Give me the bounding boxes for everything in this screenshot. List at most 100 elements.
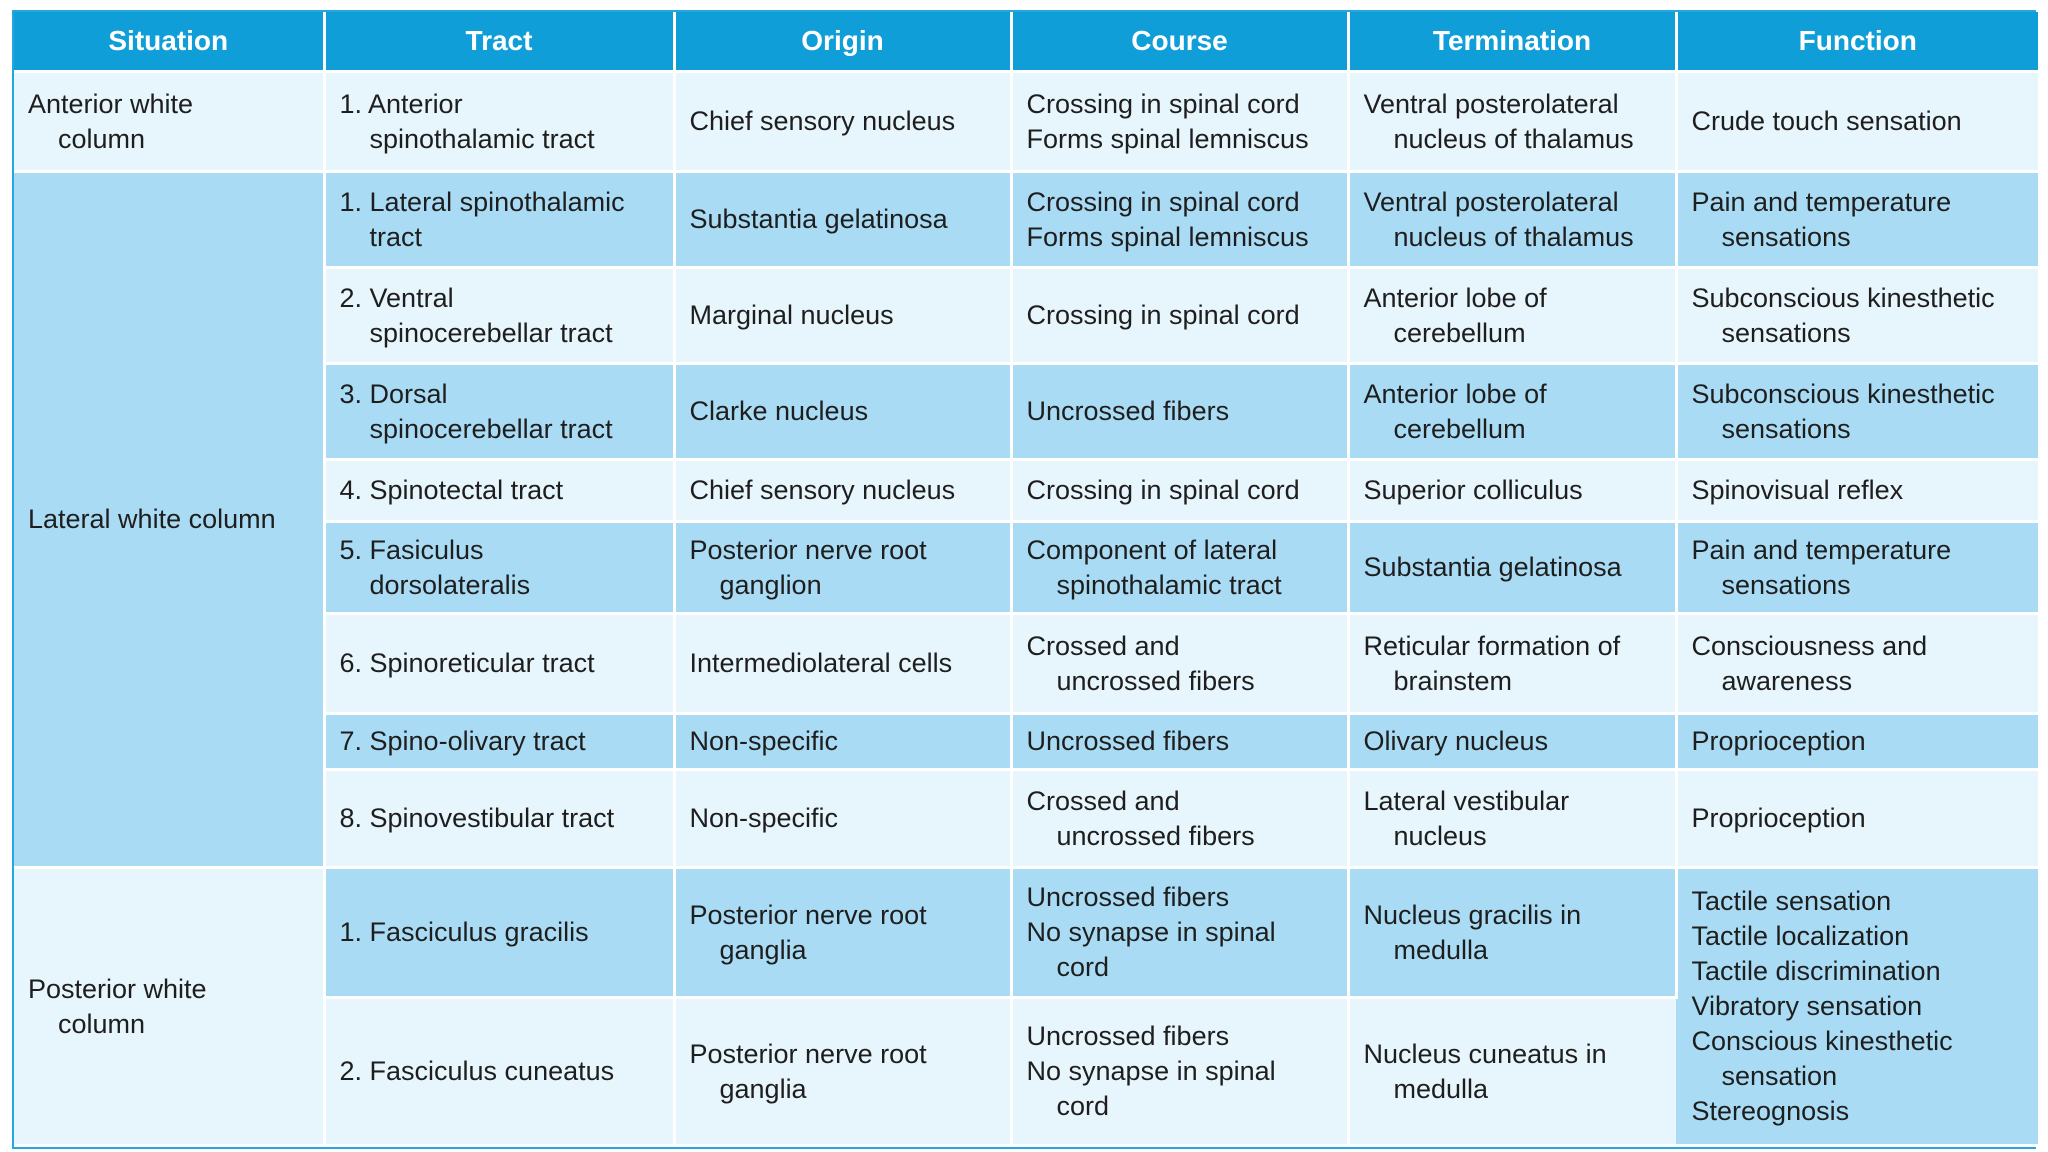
- course-cell: Crossing in spinal cord Forms spinal lem…: [1011, 171, 1350, 269]
- cell-line: brainstem: [1393, 665, 1513, 696]
- cell-line: 2. Fasciculus cuneatus: [339, 1056, 615, 1086]
- cell-line: Ventral posterolateral: [1363, 186, 1619, 217]
- cell-line: Posterior nerve root: [689, 899, 927, 930]
- table-row: 3. Dorsal spinocerebellar tract Clarke n…: [14, 363, 2038, 461]
- termination-cell: Nucleus gracilis in medulla: [1348, 867, 1678, 999]
- cell-line: Proprioception: [1691, 803, 1866, 833]
- cell-line: Non-specific: [689, 803, 839, 833]
- header-function: Function: [1676, 12, 2038, 73]
- function-cell: Consciousness and awareness: [1676, 613, 2038, 715]
- function-cell: Crude touch sensation: [1676, 71, 2038, 173]
- situation-cell: Anterior white column: [14, 71, 326, 173]
- origin-cell: Posterior nerve root ganglia: [674, 997, 1013, 1147]
- tract-cell: 4. Spinotectal tract: [324, 459, 676, 523]
- cell-line: 1. Fasciculus gracilis: [339, 917, 589, 947]
- function-cell: Proprioception: [1676, 769, 2038, 869]
- cell-line: No synapse in spinal: [1026, 917, 1276, 947]
- tract-cell: 1. Anterior spinothalamic tract: [324, 71, 676, 173]
- course-cell: Crossing in spinal cord: [1011, 267, 1350, 365]
- cell-line: Crossing in spinal cord: [1026, 88, 1300, 119]
- tract-cell: 2. Fasciculus cuneatus: [324, 997, 676, 1147]
- cell-line: 1. Lateral spinothalamic: [339, 186, 625, 217]
- cell-line: ganglia: [719, 934, 807, 965]
- cell-line: Anterior lobe of: [1363, 282, 1547, 313]
- cell-line: spinothalamic tract: [1056, 569, 1282, 600]
- cell-line: Posterior nerve root: [689, 534, 927, 565]
- termination-cell: Ventral posterolateral nucleus of thalam…: [1348, 71, 1678, 173]
- origin-cell: Posterior nerve root ganglia: [674, 867, 1013, 999]
- course-cell: Crossed and uncrossed fibers: [1011, 613, 1350, 715]
- cell-line: Stereognosis: [1691, 1096, 1850, 1126]
- cell-line: spinocerebellar tract: [369, 413, 613, 444]
- origin-cell: Substantia gelatinosa: [674, 171, 1013, 269]
- cell-line: Tactile localization: [1691, 921, 1910, 951]
- tract-cell: 1. Lateral spinothalamic tract: [324, 171, 676, 269]
- origin-cell: Non-specific: [674, 713, 1013, 771]
- function-cell: Pain and temperature sensations: [1676, 171, 2038, 269]
- cell-line: sensations: [1721, 221, 1851, 252]
- course-cell: Uncrossed fibers: [1011, 713, 1350, 771]
- header-origin: Origin: [674, 12, 1013, 73]
- cell-line: Proprioception: [1691, 726, 1866, 756]
- origin-cell: Chief sensory nucleus: [674, 71, 1013, 173]
- cell-line: Spinovisual reflex: [1691, 475, 1904, 505]
- cell-line: sensation: [1721, 1061, 1838, 1091]
- table-row: 4. Spinotectal tract Chief sensory nucle…: [14, 459, 2038, 523]
- cell-line: Crossing in spinal cord: [1026, 300, 1300, 330]
- course-cell: Uncrossed fibers: [1011, 363, 1350, 461]
- termination-cell: Reticular formation of brainstem: [1348, 613, 1678, 715]
- cell-line: dorsolateralis: [369, 569, 531, 600]
- cell-line: spinothalamic tract: [369, 123, 595, 154]
- tract-cell: 7. Spino-olivary tract: [324, 713, 676, 771]
- cell-line: Nucleus gracilis in: [1363, 899, 1582, 930]
- cell-line: Uncrossed fibers: [1026, 726, 1230, 756]
- cell-line: uncrossed fibers: [1056, 665, 1255, 696]
- cell-line: Crossing in spinal cord: [1026, 186, 1300, 217]
- cell-line: 5. Fasiculus: [339, 534, 484, 565]
- cell-line: sensations: [1721, 569, 1851, 600]
- tracts-table-container: Situation Tract Origin Course Terminatio…: [12, 10, 2038, 1149]
- tract-cell: 3. Dorsal spinocerebellar tract: [324, 363, 676, 461]
- header-tract: Tract: [324, 12, 676, 73]
- cell-line: Marginal nucleus: [689, 300, 894, 330]
- function-cell: Proprioception: [1676, 713, 2038, 771]
- cell-line: 8. Spinovestibular tract: [339, 803, 615, 833]
- table-row: 8. Spinovestibular tract Non-specific Cr…: [14, 769, 2038, 869]
- cell-line: Posterior nerve root: [689, 1038, 927, 1069]
- cell-line: Crossed and: [1026, 630, 1180, 661]
- cell-line: column: [58, 123, 146, 154]
- cell-line: Consciousness and: [1691, 630, 1928, 661]
- course-cell: Uncrossed fibers No synapse in spinal co…: [1011, 997, 1350, 1147]
- cell-line: nucleus: [1393, 820, 1487, 851]
- cell-line: 4. Spinotectal tract: [339, 475, 564, 505]
- cell-line: nucleus of thalamus: [1393, 221, 1634, 252]
- cell-line: medulla: [1393, 934, 1489, 965]
- cell-line: 7. Spino-olivary tract: [339, 726, 586, 756]
- termination-cell: Lateral vestibular nucleus: [1348, 769, 1678, 869]
- cell-line: 3. Dorsal: [339, 378, 448, 409]
- function-cell: Pain and temperature sensations: [1676, 521, 2038, 615]
- cell-line: Crossing in spinal cord: [1026, 475, 1300, 505]
- table-row: 5. Fasiculus dorsolateralis Posterior ne…: [14, 521, 2038, 615]
- cell-line: Chief sensory nucleus: [689, 475, 956, 505]
- table-row: Posterior white column 1. Fasciculus gra…: [14, 867, 2038, 1147]
- function-cell: Subconscious kinesthetic sensations: [1676, 267, 2038, 365]
- cell-line: Component of lateral: [1026, 534, 1278, 565]
- cell-line: Lateral white column: [28, 504, 276, 534]
- origin-cell: Clarke nucleus: [674, 363, 1013, 461]
- cell-line: Subconscious kinesthetic: [1691, 282, 1995, 313]
- cell-line: sensations: [1721, 413, 1851, 444]
- header-course: Course: [1011, 12, 1350, 73]
- cell-line: ganglia: [719, 1073, 807, 1104]
- termination-cell: Nucleus cuneatus in medulla: [1348, 997, 1676, 1147]
- cell-line: Reticular formation of: [1363, 630, 1621, 661]
- tract-cell: 6. Spinoreticular tract: [324, 613, 676, 715]
- cell-line: Ventral posterolateral: [1363, 88, 1619, 119]
- cell-line: No synapse in spinal: [1026, 1056, 1276, 1086]
- cell-line: sensations: [1721, 317, 1851, 348]
- function-cell: Spinovisual reflex: [1676, 459, 2038, 523]
- cell-line: awareness: [1721, 665, 1853, 696]
- origin-cell: Marginal nucleus: [674, 267, 1013, 365]
- cell-line: Lateral vestibular: [1363, 785, 1570, 816]
- cell-line: column: [58, 1008, 146, 1039]
